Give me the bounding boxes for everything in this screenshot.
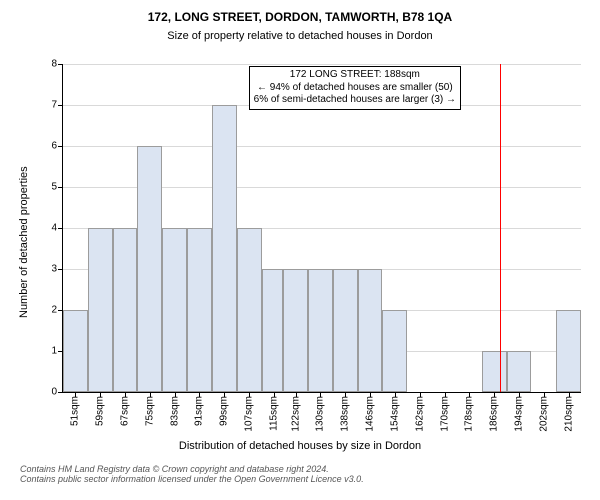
histogram-bar [333,269,358,392]
x-tick-label: 51sqm [70,392,81,426]
annotation-box: 172 LONG STREET: 188sqm ← 94% of detache… [249,66,461,110]
y-tick-label: 7 [51,100,63,111]
x-tick-label: 91sqm [194,392,205,426]
attribution-line: Contains HM Land Registry data © Crown c… [20,464,364,474]
x-axis-label: Distribution of detached houses by size … [0,440,600,452]
annotation-line: 172 LONG STREET: 188sqm [254,69,456,82]
histogram-bar [113,228,138,392]
x-tick-label: 67sqm [120,392,131,426]
x-tick-label: 154sqm [389,392,400,432]
x-tick-label: 115sqm [268,392,279,431]
histogram-bar [308,269,333,392]
histogram-bar [63,310,88,392]
y-tick-label: 4 [51,223,63,234]
y-tick-label: 1 [51,346,63,357]
histogram-bar [237,228,262,392]
x-tick-label: 75sqm [144,392,155,426]
annotation-line: 6% of semi-detached houses are larger (3… [254,94,456,107]
histogram-bar [212,105,237,392]
x-tick-label: 122sqm [290,392,301,432]
gridline [63,64,581,65]
histogram-bar [137,146,162,392]
x-tick-label: 178sqm [464,392,475,432]
y-axis-label: Number of detached properties [18,166,30,318]
attribution-line: Contains public sector information licen… [20,474,364,484]
x-tick-label: 162sqm [414,392,425,432]
attribution: Contains HM Land Registry data © Crown c… [20,464,364,484]
x-tick-label: 202sqm [538,392,549,432]
histogram-bar [88,228,113,392]
x-tick-label: 194sqm [513,392,524,432]
x-tick-label: 107sqm [244,392,255,432]
histogram-bar [283,269,308,392]
x-tick-label: 210sqm [563,392,574,432]
x-tick-label: 146sqm [365,392,376,432]
histogram-bar [262,269,284,392]
chart-title-sub: Size of property relative to detached ho… [0,30,600,42]
y-tick-label: 8 [51,59,63,70]
histogram-bar [162,228,187,392]
x-tick-label: 138sqm [340,392,351,432]
annotation-line: ← 94% of detached houses are smaller (50… [254,82,456,95]
x-tick-label: 99sqm [219,392,230,426]
y-tick-label: 3 [51,264,63,275]
x-tick-label: 59sqm [95,392,106,426]
y-tick-label: 5 [51,182,63,193]
figure: 172, LONG STREET, DORDON, TAMWORTH, B78 … [0,0,600,500]
histogram-bar [556,310,581,392]
histogram-bar [507,351,532,392]
y-tick-label: 6 [51,141,63,152]
plot-area: 01234567851sqm59sqm67sqm75sqm83sqm91sqm9… [62,64,581,393]
x-tick-label: 83sqm [169,392,180,426]
x-tick-label: 186sqm [489,392,500,432]
histogram-bar [482,351,507,392]
histogram-bar [358,269,383,392]
x-tick-label: 170sqm [439,392,450,432]
chart-title-main: 172, LONG STREET, DORDON, TAMWORTH, B78 … [0,10,600,24]
property-marker-line [500,64,501,392]
x-tick-label: 130sqm [315,392,326,432]
y-tick-label: 0 [51,387,63,398]
histogram-bar [382,310,407,392]
histogram-bar [187,228,212,392]
y-tick-label: 2 [51,305,63,316]
